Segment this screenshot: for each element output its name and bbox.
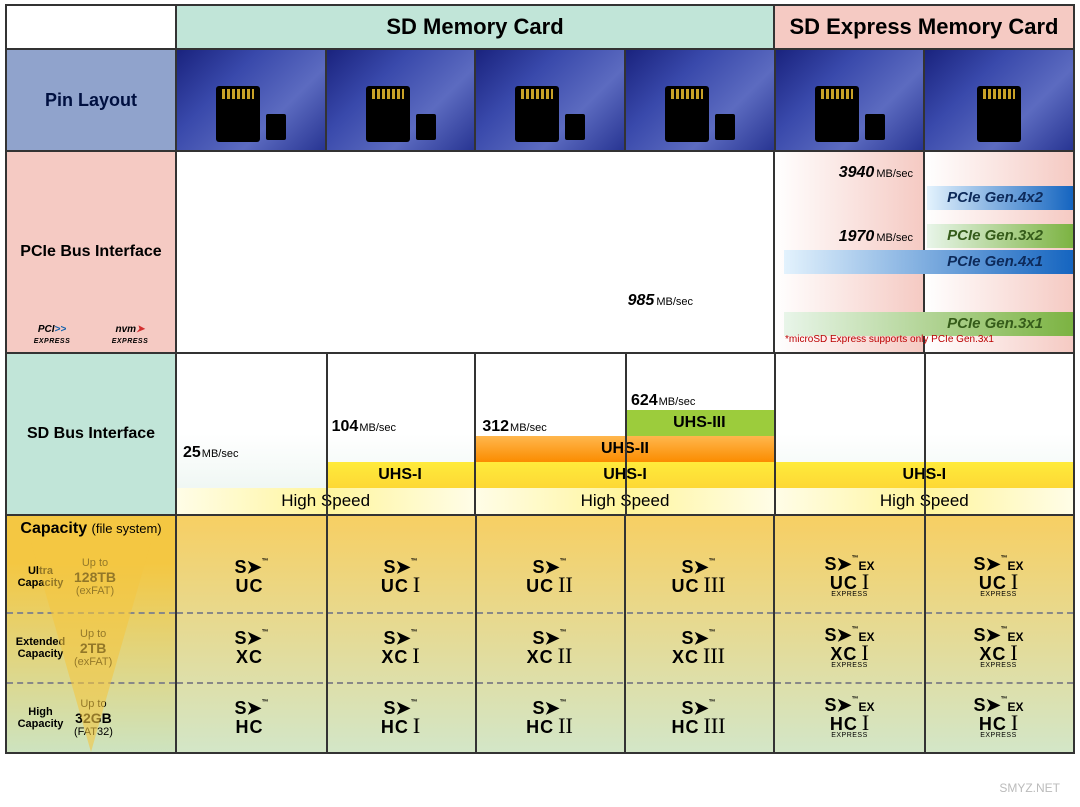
sd-logo: S➤™ XC bbox=[177, 630, 326, 666]
sd-logo: S➤™ UCI bbox=[326, 559, 475, 595]
sdbus-col-b: High Speed UHS-I UHS-II UHS-III 312MB/se… bbox=[476, 354, 775, 514]
pcie-label-cell: PCIe Bus Interface PCI>>EXPRESS nvm➤EXPR… bbox=[7, 152, 177, 352]
speed-624: 624MB/sec bbox=[631, 392, 695, 410]
header-row: SD Memory Card SD Express Memory Card bbox=[7, 6, 1073, 50]
sd-logo: S➤™ HCI bbox=[326, 700, 475, 736]
uhs1-a: UHS-I bbox=[326, 462, 475, 488]
pcie-footnote: *microSD Express supports only PCIe Gen.… bbox=[785, 334, 994, 345]
sd-logo: S➤™EX XCI EXPRESS bbox=[924, 627, 1073, 669]
sdbus-row: SD Bus Interface High Speed UHS-I 25MB/s… bbox=[7, 354, 1073, 516]
pcie-blank bbox=[177, 152, 775, 352]
sd-logo: S➤™ UC bbox=[177, 559, 326, 595]
pin-col-5 bbox=[925, 50, 1073, 150]
sd-comparison-chart: SD Memory Card SD Express Memory Card Pi… bbox=[5, 4, 1075, 754]
pcie-row: PCIe Bus Interface PCI>>EXPRESS nvm➤EXPR… bbox=[7, 152, 1073, 354]
pcie-body: PCIe Gen.4x2 PCIe Gen.3x2PCIe Gen.4x1 PCIe… bbox=[775, 152, 1073, 352]
cap-sd-body: S➤™ UC S➤™ UCI S➤™ UCII S➤™ UCIII S➤™ XC… bbox=[177, 516, 775, 752]
sd-logo: S➤™EX UCI EXPRESS bbox=[775, 556, 924, 598]
pcie-bar: PCIe Gen.4x2 bbox=[927, 186, 1073, 210]
sd-logo: S➤™ HC bbox=[177, 700, 326, 736]
pcie-bar: PCIe Gen.3x1 bbox=[784, 312, 1073, 336]
speed-104: 104MB/sec bbox=[332, 418, 396, 436]
pcie-logos: PCI>>EXPRESS nvm➤EXPRESS bbox=[13, 324, 169, 346]
sd-logo: S➤™EX HCI EXPRESS bbox=[775, 697, 924, 739]
speed-312: 312MB/sec bbox=[482, 418, 546, 436]
pcie-bar: PCIe Gen.4x1 bbox=[784, 250, 1073, 274]
speed-25: 25MB/sec bbox=[183, 444, 238, 462]
sd-logo: S➤™ HCII bbox=[475, 700, 624, 736]
pcie-speed: 3940MB/sec bbox=[839, 164, 913, 184]
sd-logo: S➤™ UCII bbox=[475, 559, 624, 595]
sd-memory-title: SD Memory Card bbox=[177, 6, 775, 48]
sd-logo: S➤™EX HCI EXPRESS bbox=[924, 697, 1073, 739]
sdbus-label: SD Bus Interface bbox=[7, 354, 177, 514]
sd-logo: S➤™ UCIII bbox=[624, 559, 773, 595]
pcie-speed: 985MB/sec bbox=[628, 292, 693, 312]
sd-logo: S➤™ XCI bbox=[326, 630, 475, 666]
sdbus-col-a: High Speed UHS-I 25MB/sec 104MB/sec bbox=[177, 354, 476, 514]
sd-logo: S➤™EX UCI EXPRESS bbox=[924, 556, 1073, 598]
sdbus-col-c: High Speed UHS-I bbox=[776, 354, 1073, 514]
cap-ex-body: S➤™EX UCI EXPRESS S➤™EX UCI EXPRESS S➤™E… bbox=[775, 516, 1073, 752]
pin-col-0 bbox=[177, 50, 327, 150]
sd-logo: S➤™ XCIII bbox=[624, 630, 773, 666]
pcie-label: PCIe Bus Interface bbox=[20, 243, 161, 261]
uhs3-b: UHS-III bbox=[625, 410, 774, 436]
pin-col-4 bbox=[776, 50, 926, 150]
sd-logo: S➤™EX XCI EXPRESS bbox=[775, 627, 924, 669]
cap-label-row: High CapacityUp to32GB(FAT32) bbox=[7, 682, 175, 752]
sd-logo: S➤™ XCII bbox=[475, 630, 624, 666]
cap-label-row: Extended CapacityUp to2TB(exFAT) bbox=[7, 612, 175, 682]
pin-layout-row: Pin Layout bbox=[7, 50, 1073, 152]
capacity-label: Capacity (file system) Ultra CapacityUp … bbox=[7, 516, 177, 752]
pin-col-3 bbox=[626, 50, 776, 150]
cap-label-row: Ultra CapacityUp to128TB(exFAT) bbox=[7, 542, 175, 612]
sd-logo: S➤™ HCIII bbox=[624, 700, 773, 736]
pin-layout-label: Pin Layout bbox=[7, 50, 177, 150]
capacity-row: Capacity (file system) Ultra CapacityUp … bbox=[7, 516, 1073, 752]
sd-express-title: SD Express Memory Card bbox=[775, 6, 1073, 48]
pcie-bar: PCIe Gen.3x2 bbox=[927, 224, 1073, 248]
watermark: SMYZ.NET bbox=[999, 781, 1060, 795]
pin-col-2 bbox=[476, 50, 626, 150]
pin-col-1 bbox=[327, 50, 477, 150]
pcie-speed: 1970MB/sec bbox=[839, 228, 913, 248]
